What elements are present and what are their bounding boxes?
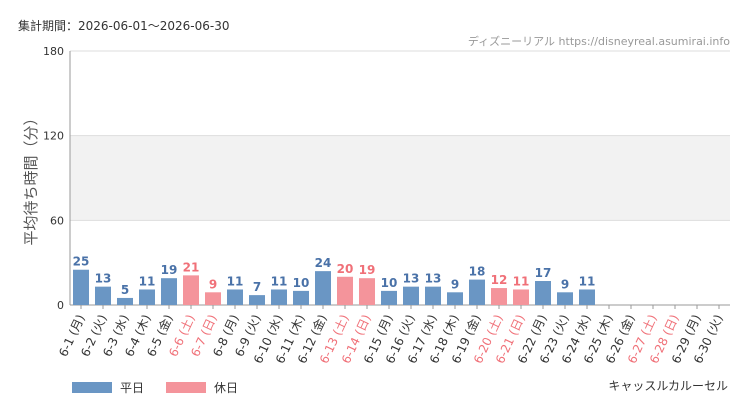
bar — [161, 278, 177, 305]
bar — [249, 295, 265, 305]
data-label: 10 — [293, 276, 310, 290]
data-label: 25 — [73, 255, 90, 269]
data-label: 7 — [253, 280, 261, 294]
bar — [293, 290, 309, 305]
data-label: 17 — [535, 266, 552, 280]
bar — [491, 288, 507, 305]
y-tick-label: 60 — [50, 214, 64, 227]
data-label: 11 — [579, 274, 596, 288]
bar — [425, 286, 441, 305]
legend-weekday: 平日 — [72, 379, 144, 396]
data-label: 10 — [381, 276, 398, 290]
bar — [557, 292, 573, 305]
y-tick-label: 180 — [43, 45, 64, 58]
data-label: 9 — [561, 277, 569, 291]
legend-weekday-label: 平日 — [120, 381, 145, 395]
bar — [381, 290, 397, 305]
bar — [271, 289, 287, 305]
data-label: 19 — [161, 263, 178, 277]
bar — [73, 269, 89, 305]
bar — [95, 286, 111, 305]
bar — [535, 281, 551, 305]
bar — [315, 271, 331, 305]
y-tick-label: 0 — [57, 299, 64, 312]
data-label: 11 — [227, 274, 244, 288]
bar — [513, 289, 529, 305]
data-label: 5 — [121, 283, 129, 297]
data-label: 24 — [315, 256, 332, 270]
data-label: 9 — [209, 277, 217, 291]
data-label: 11 — [139, 274, 156, 288]
legend-holiday-swatch — [166, 382, 207, 393]
y-axis-label: 平均待ち時間（分） — [22, 110, 40, 245]
bar — [403, 286, 419, 305]
bar — [227, 289, 243, 305]
legend-holiday-label: 休日 — [214, 381, 239, 395]
data-label: 13 — [425, 272, 442, 286]
data-label: 11 — [513, 274, 530, 288]
data-label: 9 — [451, 277, 459, 291]
bar — [337, 276, 353, 305]
bar — [469, 279, 485, 305]
bar — [359, 278, 375, 305]
bar — [579, 289, 595, 305]
legend-holiday: 休日 — [166, 379, 238, 396]
period-label: 集計期間：2026-06-01～2026-06-30 — [18, 19, 230, 33]
y-tick-label: 120 — [43, 130, 64, 143]
data-label: 18 — [469, 265, 486, 279]
data-label: 19 — [359, 263, 376, 277]
data-label: 13 — [403, 272, 420, 286]
bar — [447, 292, 463, 305]
legend-weekday-swatch — [72, 382, 112, 393]
bar — [117, 297, 133, 305]
bar — [205, 292, 221, 305]
data-label: 21 — [183, 260, 200, 274]
site-label: ディズニーリアル https://disneyreal.asumirai.inf… — [467, 35, 730, 48]
legend: 平日 休日 — [72, 379, 260, 396]
data-label: 20 — [337, 262, 354, 276]
attraction-name: キャッスルカルーセル — [608, 379, 728, 393]
bar — [139, 289, 155, 305]
bar — [183, 275, 199, 305]
data-label: 11 — [271, 274, 288, 288]
shaded-band — [70, 135, 730, 221]
data-label: 13 — [95, 272, 112, 286]
data-label: 12 — [491, 273, 508, 287]
